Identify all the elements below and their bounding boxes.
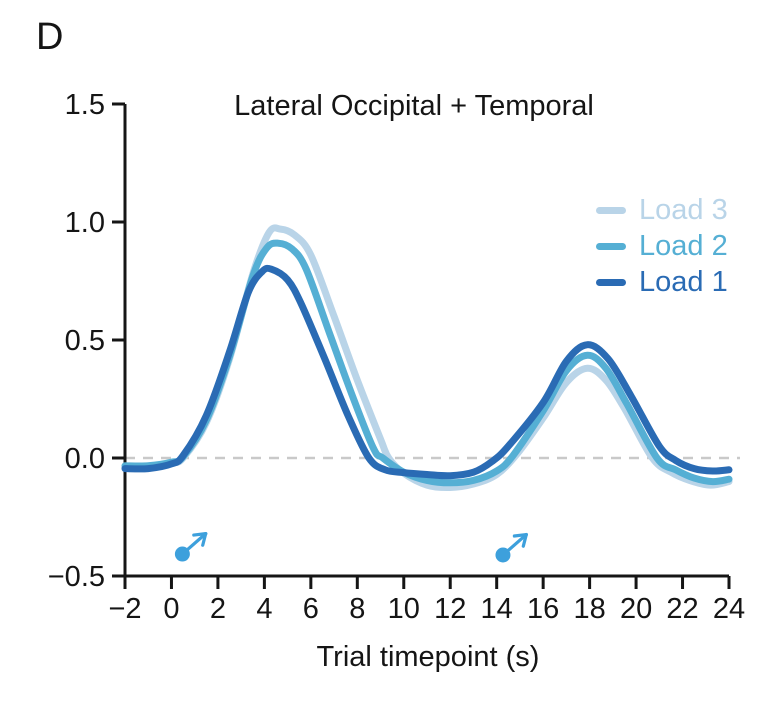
legend-item-load-1: Load 1 xyxy=(596,264,728,300)
legend: Load 3 Load 2 Load 1 xyxy=(596,192,728,300)
y-tick-label: 0.0 xyxy=(65,443,105,475)
x-tick-label: 6 xyxy=(303,593,319,625)
x-tick-label: −2 xyxy=(108,593,141,625)
x-tick-label: 8 xyxy=(349,593,365,625)
y-tick-label: 0.5 xyxy=(65,325,105,357)
event-marker xyxy=(495,532,528,563)
x-tick-label: 18 xyxy=(573,593,605,625)
legend-item-load-2: Load 2 xyxy=(596,228,728,264)
x-tick-label: 24 xyxy=(713,593,745,625)
legend-label-load-1: Load 1 xyxy=(639,265,728,298)
y-tick-label: 1.5 xyxy=(65,89,105,121)
legend-swatch-load-2 xyxy=(596,242,626,250)
x-tick-label: 16 xyxy=(527,593,559,625)
legend-item-load-3: Load 3 xyxy=(596,192,728,228)
y-tick-label: −0.5 xyxy=(48,561,105,593)
legend-label-load-2: Load 2 xyxy=(639,229,728,262)
chart-title: Lateral Occipital + Temporal xyxy=(234,90,594,122)
series-line-load-1 xyxy=(121,264,733,480)
x-tick-label: 22 xyxy=(666,593,698,625)
event-marker xyxy=(174,532,208,562)
x-tick-label: 4 xyxy=(256,593,272,625)
x-tick-label: 12 xyxy=(434,593,466,625)
panel-label: D xyxy=(36,16,64,58)
y-tick-label: 1.0 xyxy=(65,207,105,239)
x-tick-label: 10 xyxy=(388,593,420,625)
x-axis-label: Trial timepoint (s) xyxy=(316,641,540,673)
legend-label-load-3: Load 3 xyxy=(639,193,728,226)
x-tick-label: 2 xyxy=(210,593,226,625)
x-tick-label: 14 xyxy=(481,593,513,625)
x-tick-label: 0 xyxy=(163,593,179,625)
x-tick-label: 20 xyxy=(620,593,652,625)
legend-swatch-load-3 xyxy=(596,206,626,214)
legend-swatch-load-1 xyxy=(596,278,626,286)
